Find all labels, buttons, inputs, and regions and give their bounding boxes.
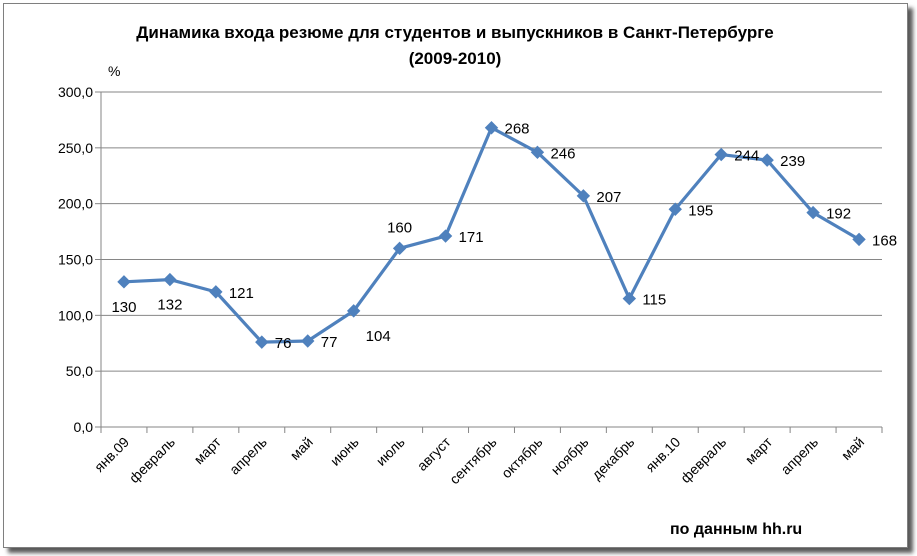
x-tick-label: сентябрь: [446, 434, 499, 487]
data-label: 121: [229, 285, 254, 302]
x-tick-label: янв.09: [91, 434, 132, 475]
x-tick-label: март: [742, 433, 776, 467]
data-point: [806, 205, 820, 220]
data-point: [117, 275, 131, 289]
x-tick-label: июль: [373, 434, 408, 469]
data-point: [209, 285, 223, 299]
chart-title: Динамика входа резюме для студентов и вы…: [136, 23, 773, 42]
data-labels: 130 132 121 76 77 104 160 171 268 246 207 115 195 244…: [111, 121, 897, 352]
x-tick-label: ноябрь: [548, 434, 592, 478]
data-label: 115: [642, 292, 666, 309]
data-markers: [117, 121, 866, 349]
data-label: 130: [111, 299, 136, 316]
data-label: 160: [387, 219, 412, 236]
data-label: 195: [688, 202, 713, 219]
x-tick-label: июнь: [327, 434, 362, 469]
y-tick-label: 100,0: [58, 307, 93, 323]
y-tick-label: 250,0: [58, 140, 93, 156]
data-label: 168: [872, 232, 897, 249]
data-point: [530, 145, 545, 160]
y-axis-ticks: 0,0 50,0 100,0 150,0 200,0 250,0 300,0: [58, 84, 101, 435]
data-label: 207: [596, 189, 621, 206]
data-point: [622, 291, 637, 306]
data-point: [668, 202, 682, 216]
data-label: 76: [275, 335, 292, 352]
data-point: [760, 153, 774, 167]
data-point: [163, 272, 177, 287]
data-point: [576, 189, 591, 203]
source-note: по данным hh.ru: [670, 521, 802, 538]
x-tick-label: янв.10: [642, 434, 683, 475]
x-tick-label: март: [191, 433, 225, 467]
data-label: 239: [780, 153, 805, 170]
data-point: [852, 232, 866, 247]
data-point: [255, 335, 269, 349]
x-tick-label: октябрь: [498, 434, 545, 481]
data-point: [392, 241, 407, 256]
data-point: [346, 304, 361, 318]
data-label: 192: [826, 206, 851, 223]
y-tick-label: 150,0: [58, 252, 93, 268]
x-tick-label: май: [287, 434, 316, 463]
x-tick-label: апрель: [226, 434, 270, 478]
gridlines: [101, 91, 882, 372]
chart-frame: Динамика входа резюме для студентов и вы…: [3, 3, 908, 548]
chart-subtitle: (2009-2010): [409, 49, 502, 68]
y-axis-unit: %: [108, 63, 120, 79]
x-tick-label: май: [838, 434, 867, 463]
x-tick-label: август: [414, 433, 454, 473]
x-tick-label: декабрь: [588, 434, 637, 483]
x-tick-label: февраль: [677, 434, 729, 486]
data-point: [301, 334, 315, 348]
data-point: [484, 121, 499, 135]
data-point: [714, 147, 728, 162]
y-tick-label: 0,0: [74, 419, 94, 435]
line-chart: Динамика входа резюме для студентов и вы…: [58, 23, 897, 538]
data-label: 132: [157, 297, 182, 314]
data-label: 77: [321, 334, 338, 351]
x-tick-label: апрель: [777, 434, 821, 478]
data-label: 104: [366, 328, 391, 345]
data-label: 268: [505, 121, 530, 138]
data-label: 244: [734, 148, 759, 165]
data-label: 246: [550, 145, 575, 162]
y-tick-label: 50,0: [66, 363, 93, 379]
y-tick-label: 200,0: [58, 196, 93, 212]
y-tick-label: 300,0: [58, 84, 93, 100]
data-label: 171: [459, 229, 484, 246]
data-point: [438, 229, 453, 243]
x-tick-label: февраль: [126, 434, 178, 486]
